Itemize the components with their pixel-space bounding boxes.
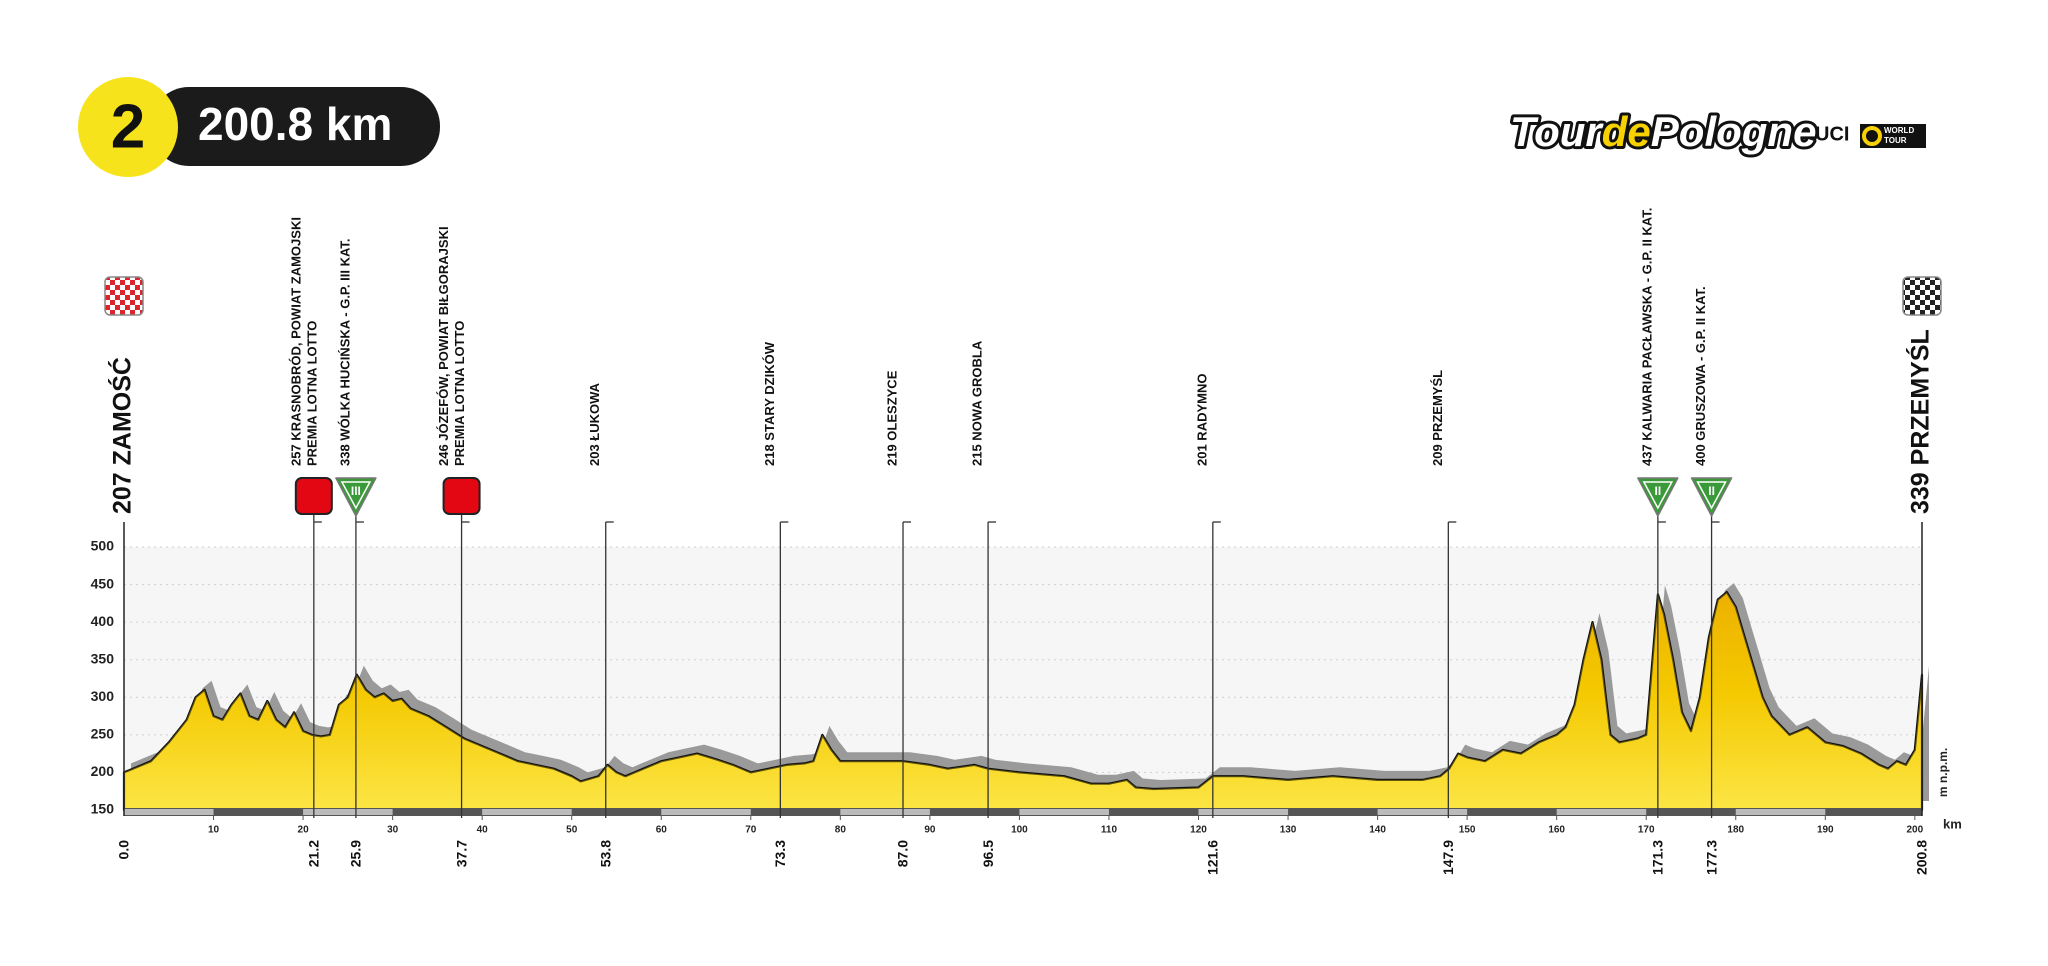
- x-unit: km: [1943, 816, 1962, 831]
- stage-number: 2: [111, 92, 145, 161]
- waypoint-label: 201 RADYMNO: [1194, 374, 1209, 466]
- km-bar-light: [482, 809, 572, 815]
- waypoint-km-label: 121.6: [1205, 840, 1221, 875]
- x-tick-label: 190: [1817, 825, 1834, 836]
- climb-icon-inner: [1642, 481, 1674, 510]
- x-tick-label: 20: [298, 825, 310, 836]
- km-bar-light: [124, 809, 214, 815]
- waypoint-km-label: 171.3: [1650, 840, 1666, 875]
- climb-category: III: [351, 484, 361, 498]
- start-km-label: 0.0: [116, 840, 132, 860]
- waypoint-label: PREMIA LOTNA LOTTO: [452, 321, 467, 466]
- x-tick-label: 150: [1459, 825, 1476, 836]
- x-tick-label: 10: [208, 825, 220, 836]
- x-tick-label: 120: [1190, 825, 1207, 836]
- sprint-icon: [442, 477, 481, 515]
- start-label: 207 ZAMOŚĆ: [107, 357, 137, 514]
- x-tick-label: 140: [1369, 825, 1386, 836]
- tour-text: TOUR: [1884, 136, 1907, 145]
- finish-km-label: 200.8: [1914, 840, 1930, 875]
- x-tick-label: 50: [566, 825, 578, 836]
- waypoint-km-label: 25.9: [348, 840, 364, 867]
- km-bar-light: [1377, 809, 1468, 815]
- waypoint-km-label: 96.5: [980, 840, 996, 867]
- y-tick-label: 250: [91, 726, 115, 742]
- climb-icon: [335, 477, 377, 517]
- km-bar-light: [840, 809, 930, 815]
- y-unit: m n.p.m.: [1936, 748, 1950, 797]
- y-tick-label: 200: [91, 763, 115, 779]
- waypoint-km-label: 73.3: [772, 840, 788, 867]
- x-tick-label: 160: [1548, 825, 1565, 836]
- y-tick-label: 150: [91, 801, 115, 817]
- km-bar-light: [303, 809, 393, 815]
- waypoint-km-label: 53.8: [597, 840, 613, 867]
- waypoint-label: 338 WÓLKA HUCIŃSKA - G.P. III KAT.: [337, 238, 352, 466]
- sprint-icon: [294, 477, 333, 515]
- km-bar-light: [1556, 809, 1647, 815]
- waypoint-label: 218 STARY DZIKÓW: [762, 341, 777, 466]
- y-tick-label: 350: [91, 650, 115, 666]
- x-tick-label: 80: [835, 825, 847, 836]
- waypoint-km-label: 147.9: [1440, 840, 1456, 875]
- waypoint-km-label: 21.2: [306, 840, 322, 867]
- waypoint-label: 246 JÓZEFÓW, POWIAT BIŁGORAJSKI: [436, 226, 451, 466]
- uci: UCI: [1815, 123, 1849, 145]
- stage-badge: [78, 77, 178, 177]
- profile-area: [122, 591, 1924, 812]
- logo-text: TourdePologne: [1510, 108, 1816, 155]
- y-tick-label: 450: [91, 575, 115, 591]
- km-bar-light: [1735, 809, 1826, 815]
- waypoint-label: 215 NOWA GROBLA: [970, 340, 985, 466]
- x-tick-label: 90: [924, 825, 936, 836]
- y-tick-label: 500: [91, 538, 115, 554]
- x-tick-label: 170: [1638, 825, 1655, 836]
- chart: 150 200 250 300 350 400 450 500 m n.p.m. 10 20 30 40…: [91, 208, 1962, 875]
- stage-distance: 200.8 km: [198, 98, 392, 150]
- km-bar-light: [1019, 809, 1109, 815]
- climb-category: II: [1708, 484, 1715, 498]
- x-tick-label: 40: [477, 825, 489, 836]
- waypoint-km-label: 37.7: [453, 840, 469, 867]
- waypoint-label: 437 KALWARIA PACŁAWSKA - G.P. II KAT.: [1639, 208, 1654, 466]
- header: 2 200.8 km: [78, 77, 440, 177]
- world-text: WORLD: [1884, 126, 1914, 135]
- x-tick-label: 180: [1727, 825, 1744, 836]
- finish-flag: [1902, 276, 1942, 316]
- x-tick-label: 100: [1011, 825, 1028, 836]
- waypoint-label: 209 PRZEMYŚL: [1430, 370, 1445, 466]
- waypoint-label: PREMIA LOTNA LOTTO: [304, 321, 319, 466]
- finish-label: 339 PRZEMYŚL: [1905, 329, 1935, 514]
- waypoint-label: 219 OLESZYCE: [884, 370, 899, 466]
- uci-rings: [1862, 126, 1882, 146]
- km-bar-light: [661, 809, 751, 815]
- x-tick-label: 130: [1280, 825, 1297, 836]
- climb-icon-inner: [340, 481, 372, 510]
- climb-icon: [1637, 477, 1679, 517]
- climb-icon: [1690, 477, 1733, 517]
- waypoint-km-label: 87.0: [895, 840, 911, 867]
- x-tick-label: 70: [745, 825, 757, 836]
- logo-tour: Tour: [1510, 108, 1604, 155]
- x-tick-label: 30: [387, 825, 399, 836]
- waypoint-km-label: 177.3: [1703, 840, 1719, 875]
- distance-pill: [150, 87, 440, 166]
- y-tick-label: 400: [91, 613, 115, 629]
- logo-de: de: [1602, 108, 1651, 155]
- climb-icon-inner: [1696, 481, 1727, 510]
- logo-pologne: Pologne: [1651, 108, 1817, 155]
- waypoint-label: 203 ŁUKOWA: [587, 382, 602, 466]
- km-bar-light: [1198, 809, 1289, 815]
- x-tick-label: 200: [1906, 825, 1923, 836]
- waypoint-label: 257 KRASNOBRÓD, POWIAT ZAMOJSKI: [288, 217, 303, 466]
- x-tick-label: 60: [656, 825, 668, 836]
- waypoint-label: 400 GRUSZOWA - G.P. II KAT.: [1693, 286, 1708, 466]
- climb-category: II: [1655, 484, 1662, 498]
- y-tick-label: 300: [91, 688, 115, 704]
- start-flag: [104, 276, 144, 316]
- logo: TourdePologne UCI WORLD TOUR: [1507, 105, 1926, 158]
- x-tick-label: 110: [1101, 825, 1118, 836]
